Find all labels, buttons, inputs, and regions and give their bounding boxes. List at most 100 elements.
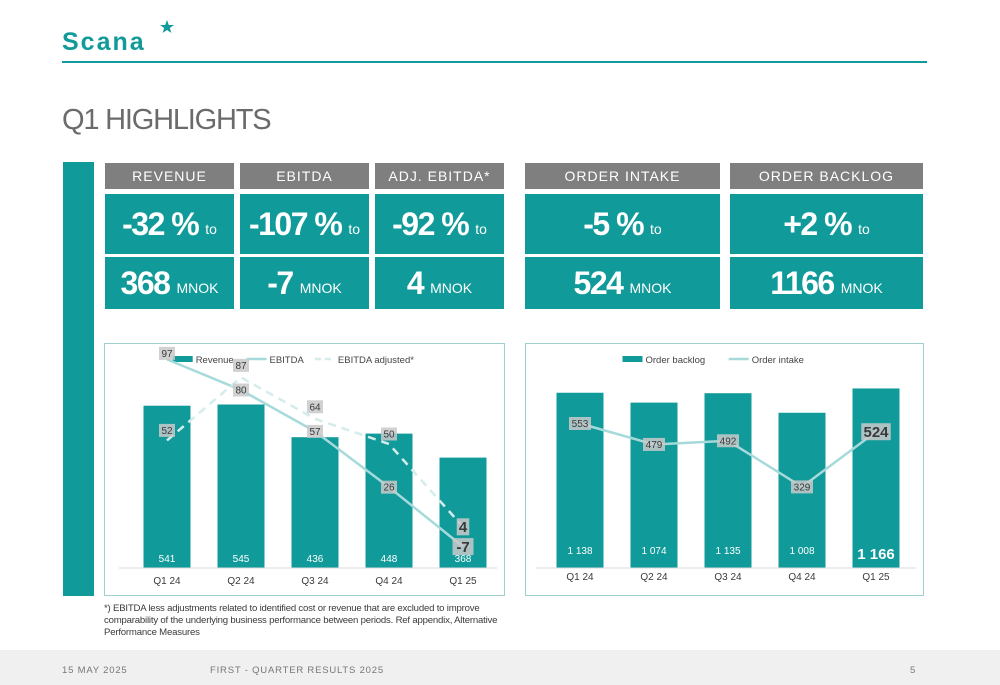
x-tick-label: Q4 24 xyxy=(788,572,816,583)
kpi-change-order-intake: -5 % to xyxy=(525,194,720,254)
header-rule xyxy=(62,61,927,63)
page-number: 5 xyxy=(910,665,917,676)
order-intake-data-label-bg xyxy=(791,480,813,494)
kpi-header-adj-ebitda: ADJ. EBITDA* xyxy=(375,163,504,189)
kpi-value-order-backlog: 1166 MNOK xyxy=(730,257,923,309)
ebitda-adjusted-data-label-bg xyxy=(307,400,323,414)
kpi-value-adj-ebitda: 4 MNOK xyxy=(375,257,504,309)
ebitda-adjusted-line xyxy=(166,375,464,528)
ebitda-data-label-bg xyxy=(381,480,397,494)
kpi-header-order-intake: ORDER INTAKE xyxy=(525,163,720,189)
ebitda-adjusted-data-label: 50 xyxy=(383,430,395,441)
kpi-header-ebitda: EBITDA xyxy=(240,163,369,189)
order-backlog-bar-label: 1 135 xyxy=(715,546,740,557)
kpi-header-order-backlog: ORDER BACKLOG xyxy=(730,163,923,189)
ebitda-adjusted-data-label-bg xyxy=(381,427,397,441)
kpi-value: 368 xyxy=(120,264,171,301)
revenue-bar-label: 368 xyxy=(455,554,472,565)
kpi-header-revenue: REVENUE xyxy=(105,163,234,189)
x-tick-label: Q2 24 xyxy=(227,576,255,587)
order-backlog-bar-label: 1 074 xyxy=(641,546,666,557)
ebitda-adjusted-data-label: 52 xyxy=(161,426,173,437)
kpi-value-ebitda: -7 MNOK xyxy=(240,257,369,309)
ebitda-data-label: 80 xyxy=(235,386,247,397)
x-tick-label: Q1 25 xyxy=(449,576,477,587)
kpi-unit: MNOK xyxy=(176,280,219,296)
revenue-bar-label: 541 xyxy=(159,554,176,565)
ebitda-adjusted-data-label-bg xyxy=(159,423,175,437)
kpi-to-label: to xyxy=(475,221,487,237)
kpi-change-order-backlog: +2 % to xyxy=(730,194,923,254)
kpi-value-order-intake: 524 MNOK xyxy=(525,257,720,309)
kpi-change-ebitda: -107 % to xyxy=(240,194,369,254)
revenue-bar-label: 448 xyxy=(381,554,398,565)
footnote: *) EBITDA less adjustments related to id… xyxy=(104,603,498,638)
kpi-to-label: to xyxy=(858,221,870,237)
order-chart-frame: Order backlog Order intake 1 138 1 074 1 135… xyxy=(525,343,924,596)
x-tick-label: Q1 25 xyxy=(862,572,890,583)
footer-date: 15 MAY 2025 xyxy=(62,665,128,676)
revenue-bar-label: 436 xyxy=(307,554,324,565)
ebitda-adjusted-data-label: 64 xyxy=(309,402,321,413)
star-icon xyxy=(160,20,174,33)
order-backlog-bar xyxy=(630,402,678,568)
order-intake-data-label-bg xyxy=(569,417,591,431)
order-intake-data-label-bg xyxy=(643,437,665,451)
x-tick-label: Q1 24 xyxy=(153,576,181,587)
kpi-value-revenue: 368 MNOK xyxy=(105,257,234,309)
footer-event: FIRST - QUARTER RESULTS 2025 xyxy=(210,665,384,676)
kpi-unit: MNOK xyxy=(430,280,473,296)
ebitda-data-label: 57 xyxy=(309,427,321,438)
ebitda-adjusted-data-label: 87 xyxy=(235,361,247,372)
revenue-bar-label: 545 xyxy=(233,554,250,565)
x-tick-label: Q3 24 xyxy=(301,576,329,587)
kpi-change-value: -107 % xyxy=(248,205,343,242)
ebitda-data-label: 26 xyxy=(383,483,395,494)
kpi-unit: MNOK xyxy=(629,280,672,296)
order-intake-data-label: 479 xyxy=(646,440,663,451)
revenue-ebitda-chart-frame: Revenue EBITDA EBITDA adjusted* 541 545 436 44… xyxy=(104,343,505,596)
ebitda-data-label: 97 xyxy=(161,349,173,360)
kpi-change-value: +2 % xyxy=(783,205,852,242)
x-tick-label: Q1 24 xyxy=(566,572,594,583)
kpi-change-value: -5 % xyxy=(583,205,644,242)
page-title: Q1 HIGHLIGHTS xyxy=(62,104,272,136)
logo-text: Scana xyxy=(62,28,146,56)
period-sidebar xyxy=(63,162,94,596)
legend-label: EBITDA adjusted* xyxy=(338,355,414,366)
kpi-to-label: to xyxy=(650,221,662,237)
scana-logo: Scana xyxy=(62,20,174,56)
ebitda-data-label-bg xyxy=(307,424,323,438)
order-chart: Order backlog Order intake 1 138 1 074 1 135… xyxy=(536,355,916,583)
order-intake-data-label: 524 xyxy=(863,424,889,441)
ebitda-data-label-bg xyxy=(452,538,474,556)
kpi-to-label: to xyxy=(348,221,361,237)
kpi-unit: MNOK xyxy=(299,280,342,296)
kpi-unit: MNOK xyxy=(840,280,883,296)
legend-label: Order intake xyxy=(752,355,804,366)
order-backlog-bar xyxy=(852,388,900,568)
order-intake-data-label: 553 xyxy=(572,419,589,430)
kpi-value: 524 xyxy=(573,264,624,301)
revenue-bar xyxy=(291,437,339,568)
order-intake-data-label-bg xyxy=(717,434,739,448)
period-label: Q1 2025 vs. Q1 2024 xyxy=(0,62,30,372)
ebitda-adjusted-data-label: 4 xyxy=(459,519,468,536)
kpi-change-value: -32 % xyxy=(122,205,200,242)
order-intake-data-label: 329 xyxy=(794,482,811,493)
kpi-change-adj-ebitda: -92 % to xyxy=(375,194,504,254)
ebitda-data-label: -7 xyxy=(456,539,469,556)
legend-label: Revenue xyxy=(196,355,234,366)
legend-label: Order backlog xyxy=(646,355,706,366)
order-intake-data-label-bg xyxy=(861,423,891,441)
kpi-value: -7 xyxy=(267,264,294,301)
x-tick-label: Q2 24 xyxy=(640,572,668,583)
ebitda-data-label-bg xyxy=(159,346,175,360)
legend-label: EBITDA xyxy=(270,355,305,366)
kpi-change-revenue: -32 % to xyxy=(105,194,234,254)
legend-swatch-bar xyxy=(622,356,643,362)
vs-label: vs. xyxy=(11,207,22,227)
legend-swatch-bar xyxy=(172,356,193,362)
order-backlog-bar-label: 1 166 xyxy=(857,546,895,563)
x-tick-label: Q3 24 xyxy=(714,572,742,583)
